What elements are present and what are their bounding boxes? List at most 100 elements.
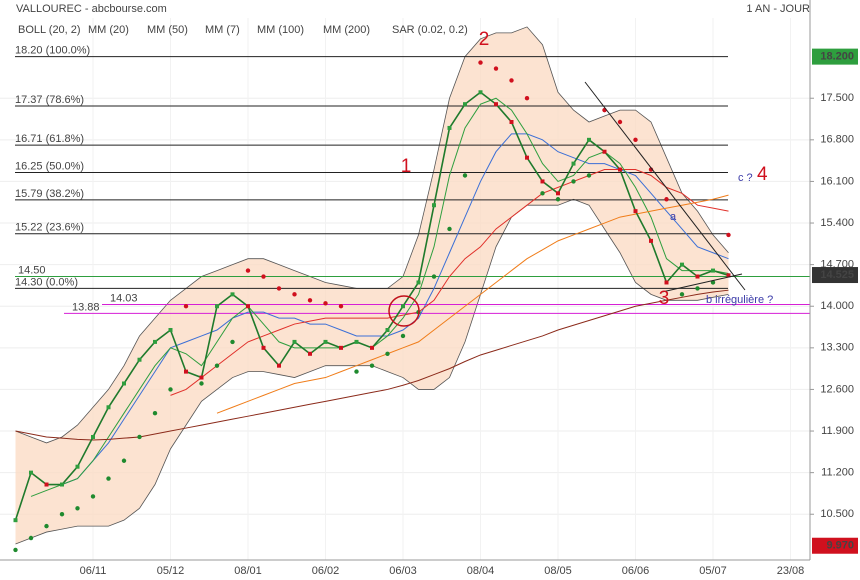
price-candle <box>354 339 359 344</box>
price-candle <box>323 339 328 344</box>
sar-dot <box>447 226 452 232</box>
sar-dot <box>59 512 65 517</box>
y-tick-label: 15.400 <box>820 217 854 229</box>
sar-dot <box>540 191 545 196</box>
legend-label: MM (20) <box>88 24 129 36</box>
sar-dot <box>369 363 375 368</box>
price-candle <box>478 90 483 95</box>
sar-dot <box>276 286 282 291</box>
price-candle <box>401 304 405 309</box>
price-candle <box>29 470 33 475</box>
y-tick-label: 12.600 <box>820 383 854 395</box>
y-tick-label: 14.000 <box>820 300 854 312</box>
sar-dot <box>152 411 158 416</box>
fibonacci-label: 15.22 (23.6%) <box>15 222 84 234</box>
price-candle <box>122 381 126 386</box>
price-candle <box>339 345 343 350</box>
y-tick-label: 16.800 <box>820 134 854 146</box>
x-tick-label: 06/06 <box>622 565 650 577</box>
sar-dot <box>695 286 700 291</box>
legend-label: MM (50) <box>147 24 188 36</box>
sar-dot <box>478 60 483 65</box>
wave-note: c ? <box>738 172 753 184</box>
sar-dot <box>571 179 576 184</box>
price-tag <box>812 267 858 284</box>
legend-label: SAR (0.02, 0.2) <box>392 24 468 36</box>
wave-label: 4 <box>757 164 768 185</box>
x-tick-label: 05/07 <box>699 565 727 577</box>
price-candle <box>75 464 80 469</box>
price-candle <box>695 274 700 279</box>
sar-dot <box>726 232 731 238</box>
trend-line <box>661 273 743 293</box>
y-tick-label: 17.500 <box>820 92 854 104</box>
sar-dot <box>385 351 390 356</box>
sar-dot <box>493 66 499 71</box>
trend-line <box>584 81 746 291</box>
legend-label: BOLL (20, 2) <box>18 24 81 36</box>
legend-label: MM (100) <box>257 24 304 36</box>
sar-dot <box>75 506 80 511</box>
sar-dot <box>13 547 18 553</box>
x-tick-label: 08/04 <box>467 565 495 577</box>
price-candle <box>602 149 607 154</box>
sar-dot <box>617 119 623 125</box>
price-candle <box>60 482 64 487</box>
price-candle <box>416 280 421 285</box>
moving-average <box>30 97 729 497</box>
price-candle <box>633 209 638 214</box>
sar-dot <box>354 369 359 374</box>
price-candle <box>664 280 669 285</box>
price-candle <box>44 482 49 487</box>
price-tag <box>812 48 858 65</box>
sar-dot <box>400 333 406 339</box>
price-candle <box>571 161 576 166</box>
price-candle <box>649 238 653 243</box>
sar-dot <box>679 292 685 297</box>
horizontal-line-label: 13.88 <box>72 301 100 313</box>
sar-dot <box>230 339 235 345</box>
y-tick-label: 10.500 <box>820 508 854 520</box>
period: 1 AN - JOUR <box>746 3 810 15</box>
sar-dot <box>183 304 189 309</box>
bollinger-band <box>15 26 729 544</box>
sar-dot <box>90 494 96 499</box>
moving-average <box>15 289 729 441</box>
legend: BOLL (20, 2) MM (20) MM (50) MM (7) MM (100)… <box>18 24 468 36</box>
sar-dot <box>121 458 127 463</box>
price-candle <box>556 191 560 196</box>
price-candle <box>13 518 18 523</box>
sar-dot <box>586 173 592 178</box>
price-candle <box>385 328 390 333</box>
x-tick-label: 08/01 <box>234 565 262 577</box>
y-tick-label: 13.300 <box>820 342 854 354</box>
fibonacci-label: 17.37 (78.6%) <box>15 94 84 106</box>
sar-dot <box>106 476 111 481</box>
price-candle <box>277 363 281 368</box>
price-candle <box>230 292 235 297</box>
moving-average <box>216 194 729 414</box>
sar-dot <box>44 523 49 529</box>
x-tick-label: 06/02 <box>312 565 340 577</box>
chart-title: VALLOUREC - abcbourse.com <box>16 3 167 15</box>
price-candle <box>509 120 514 125</box>
price-candle <box>137 357 142 362</box>
price-tag-label: 14.525 <box>820 269 854 281</box>
sar-dot <box>168 387 173 392</box>
price-candle <box>106 405 111 410</box>
horizontal-line-label: 14.50 <box>18 264 46 276</box>
sar-dot <box>199 381 204 386</box>
price-candle <box>215 304 219 309</box>
price-candle <box>711 268 715 273</box>
price-candle <box>494 102 498 107</box>
price-candle <box>370 345 374 350</box>
sar-dot <box>214 363 220 368</box>
sar-dot <box>245 268 251 273</box>
price-candle <box>168 328 173 333</box>
legend-label: MM (7) <box>205 24 240 36</box>
x-tick-label: 06/11 <box>80 565 107 577</box>
fibonacci-label: 15.79 (38.2%) <box>15 188 84 200</box>
wave-label: 2 <box>479 29 490 50</box>
price-tag-label: 18.200 <box>820 51 854 63</box>
price-tag <box>812 537 858 554</box>
